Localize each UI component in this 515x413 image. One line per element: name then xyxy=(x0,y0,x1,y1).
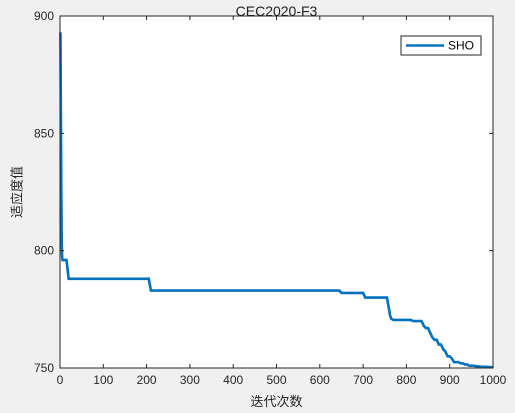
series-line-sho xyxy=(59,32,494,369)
y-tick-label: 750 xyxy=(34,361,54,375)
chart-title: CEC2020-F3 xyxy=(235,3,318,19)
series-layer xyxy=(59,32,494,369)
y-tick-label: 900 xyxy=(34,9,54,23)
plot-area xyxy=(60,16,493,368)
x-tick-label: 0 xyxy=(57,373,64,387)
legend-label-sho: SHO xyxy=(448,39,474,53)
x-tick-label: 200 xyxy=(137,373,157,387)
x-tick-label: 600 xyxy=(310,373,330,387)
x-tick-label: 400 xyxy=(223,373,243,387)
legend: SHO xyxy=(400,35,482,56)
y-tick-label: 850 xyxy=(34,126,54,140)
x-tick-label: 1000 xyxy=(480,373,507,387)
x-tick-label: 700 xyxy=(353,373,373,387)
ticks-layer: 0 100 200 300 400 500 600 700 800 900 1000 750 800 85… xyxy=(34,9,507,387)
x-tick-label: 900 xyxy=(440,373,460,387)
x-tick-label: 800 xyxy=(396,373,416,387)
y-tick-label: 800 xyxy=(34,244,54,258)
x-axis-label: 迭代次数 xyxy=(250,395,303,410)
x-tick-label: 500 xyxy=(266,373,286,387)
x-tick-label: 300 xyxy=(180,373,200,387)
x-tick-label: 100 xyxy=(93,373,113,387)
